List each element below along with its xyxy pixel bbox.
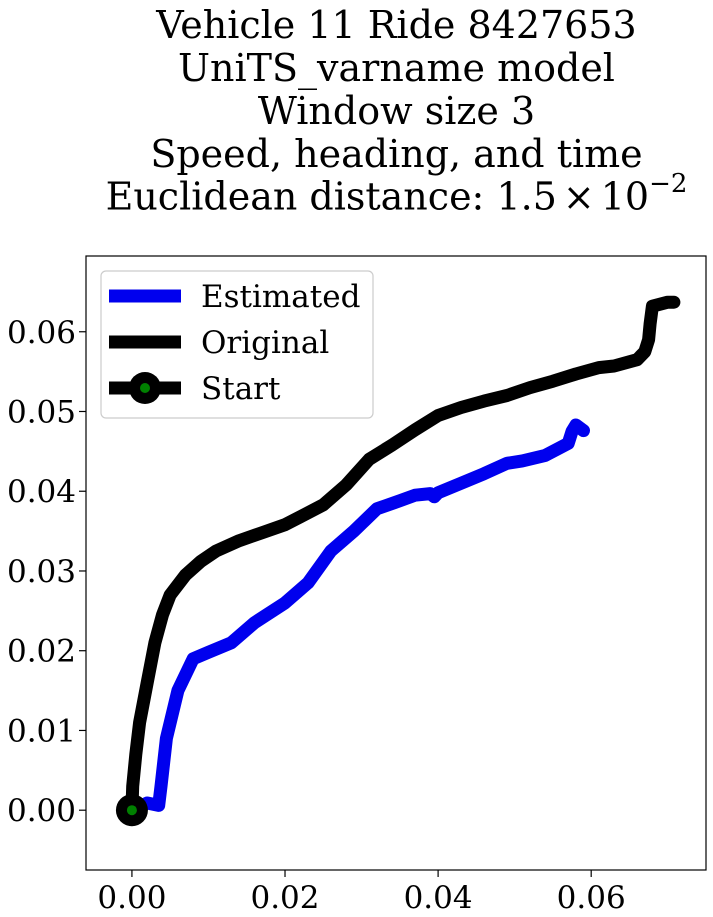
x-tick-label: 0.00 xyxy=(97,880,166,916)
series-layer xyxy=(125,295,681,817)
chart-subtitle: Euclidean distance: 1.5 × 10−2 xyxy=(0,171,713,219)
start-marker-layer xyxy=(115,794,148,827)
x-tick-label: 0.04 xyxy=(404,880,473,916)
y-tick-label: 0.05 xyxy=(7,394,76,430)
y-axis: 0.00 0.01 0.02 0.03 0.04 0.05 0.06 xyxy=(7,315,86,829)
legend-label-original: Original xyxy=(201,325,329,361)
x-tick-label: 0.06 xyxy=(557,880,626,916)
plot-frame xyxy=(85,255,707,871)
subtitle-prefix: Euclidean distance: xyxy=(105,174,497,219)
subtitle-times: × xyxy=(562,174,595,219)
legend-box xyxy=(100,270,374,419)
subtitle-mantissa: 1.5 xyxy=(496,174,557,219)
y-tick-label: 0.01 xyxy=(7,713,76,749)
legend-label-start: Start xyxy=(201,371,281,407)
start-marker-dot xyxy=(126,805,137,816)
x-tick-label: 0.02 xyxy=(250,880,319,916)
legend-label-estimated: Estimated xyxy=(201,279,360,315)
y-tick-label: 0.00 xyxy=(7,793,76,829)
legend-start-marker-dot xyxy=(140,383,150,393)
title-line-1: Vehicle 11 Ride 8427653 xyxy=(156,3,637,47)
title-line-2: UniTS_varname model xyxy=(178,46,615,90)
series-line-original xyxy=(125,295,681,817)
subtitle-base: 10 xyxy=(600,174,650,219)
y-tick-label: 0.02 xyxy=(7,634,76,670)
title-line-4: Speed, heading, and time xyxy=(150,132,643,176)
x-axis: 0.00 0.02 0.04 0.06 xyxy=(97,870,626,916)
y-tick-label: 0.06 xyxy=(7,315,76,351)
title-line-3: Window size 3 xyxy=(257,89,536,133)
series-line-estimated xyxy=(125,418,590,817)
y-tick-label: 0.04 xyxy=(7,474,76,510)
legend: Estimated Original Start xyxy=(100,270,374,419)
y-tick-label: 0.03 xyxy=(7,554,76,590)
subtitle-exponent: −2 xyxy=(649,169,688,199)
